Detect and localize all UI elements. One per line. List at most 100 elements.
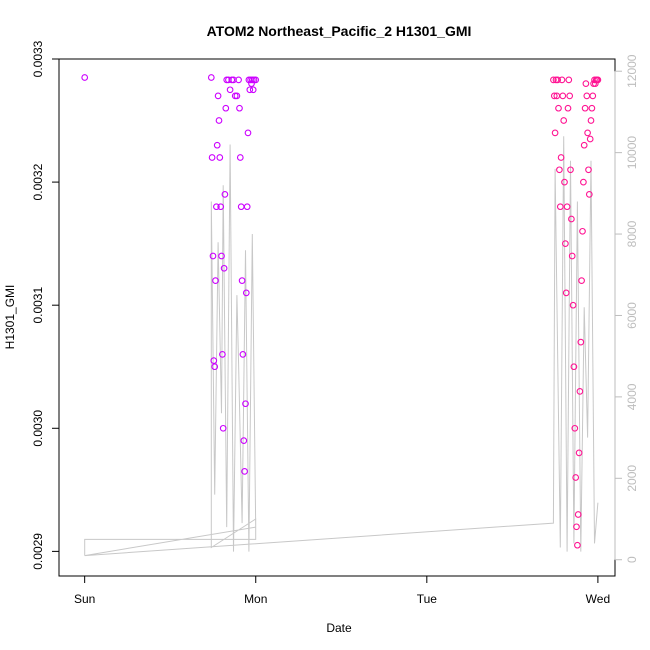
y-axis: 0.0029 0.0030 0.0031 0.0032 0.0033 <box>31 40 60 570</box>
data-point <box>239 351 247 358</box>
y-axis-label: H1301_GMI <box>3 285 17 350</box>
data-point <box>236 154 244 161</box>
data-point <box>556 166 563 174</box>
data-point <box>220 264 228 272</box>
data-point <box>550 92 558 100</box>
data-point <box>587 117 595 124</box>
data-point <box>578 277 585 284</box>
data-point <box>566 92 574 100</box>
data-point <box>558 76 566 84</box>
y-tick-label: 0.0030 <box>31 410 45 447</box>
data-point <box>238 277 246 284</box>
chart-title: ATOM2 Northeast_Pacific_2 H1301_GMI <box>207 23 472 39</box>
plot-frame <box>58 58 616 577</box>
data-point <box>586 135 594 143</box>
data-point <box>569 301 577 309</box>
data-point <box>589 92 597 100</box>
data-point <box>209 252 217 260</box>
x-tick-label: Wed <box>586 592 610 606</box>
data-point <box>242 289 250 297</box>
y2-tick-label: 4000 <box>625 383 639 410</box>
data-point <box>574 541 581 549</box>
data-point <box>585 191 593 198</box>
data-point <box>583 92 591 100</box>
y2-tick-label: 2000 <box>625 465 639 492</box>
data-point <box>556 203 564 211</box>
data-point <box>215 117 223 124</box>
data-point <box>212 277 219 284</box>
data-point <box>576 388 584 395</box>
data-point <box>571 424 579 432</box>
data-point <box>580 141 588 149</box>
y-tick-label: 0.0033 <box>31 40 45 77</box>
data-point <box>562 240 569 247</box>
data-point <box>574 511 582 518</box>
data-point <box>588 104 596 112</box>
data-point <box>559 92 567 100</box>
data-point <box>565 76 573 84</box>
data-point <box>554 76 562 84</box>
data-point <box>572 474 580 481</box>
y-tick-label: 0.0029 <box>31 533 45 570</box>
data-point <box>557 154 565 161</box>
data-point <box>243 203 251 211</box>
x-tick-label: Sun <box>74 592 95 606</box>
data-point <box>252 76 260 84</box>
y2-tick-label: 10000 <box>625 136 639 170</box>
data-point <box>221 191 229 198</box>
data-point <box>567 166 574 174</box>
data-point <box>560 117 568 124</box>
data-point <box>563 203 571 211</box>
data-point <box>570 363 578 371</box>
data-point <box>581 104 589 112</box>
y2-tick-label: 12000 <box>625 54 639 88</box>
data-point <box>226 86 234 94</box>
data-point <box>575 449 583 457</box>
data-point <box>217 203 225 211</box>
data-point <box>594 76 602 84</box>
data-point <box>584 129 591 137</box>
data-point <box>208 154 216 161</box>
y-tick-label: 0.0031 <box>31 287 45 324</box>
data-point <box>219 424 227 432</box>
data-point <box>573 523 580 531</box>
data-point <box>579 227 586 235</box>
y2-tick-label: 0 <box>625 556 639 563</box>
data-point <box>235 76 242 84</box>
data-point <box>207 74 215 81</box>
data-point <box>564 104 572 112</box>
data-point <box>568 215 575 223</box>
data-point <box>240 437 248 444</box>
y2-tick-label: 8000 <box>625 220 639 247</box>
data-point <box>568 252 576 260</box>
data-point <box>550 76 557 84</box>
data-point <box>242 400 249 408</box>
data-point <box>213 141 221 149</box>
data-point <box>218 252 225 260</box>
data-point <box>81 74 89 81</box>
data-point <box>551 129 559 137</box>
data-point <box>222 104 230 112</box>
y2-axis: 0 2000 4000 6000 8000 10000 12000 <box>614 54 639 563</box>
data-point <box>585 166 592 174</box>
points-layer <box>81 74 602 549</box>
data-point <box>216 154 224 161</box>
data-point <box>233 92 241 100</box>
x-axis: Sun Mon Tue Wed <box>74 575 610 606</box>
data-point <box>244 129 252 137</box>
x-tick-label: Mon <box>244 592 267 606</box>
data-point <box>241 468 248 475</box>
data-point <box>210 357 218 364</box>
data-point <box>219 351 226 358</box>
data-point <box>582 80 590 87</box>
data-point <box>555 104 562 112</box>
data-point <box>237 203 245 211</box>
data-point <box>249 86 257 94</box>
y2-tick-label: 6000 <box>625 302 639 329</box>
y-tick-label: 0.0032 <box>31 163 45 200</box>
data-point <box>580 178 587 186</box>
data-point <box>562 289 570 297</box>
data-point <box>214 92 222 100</box>
